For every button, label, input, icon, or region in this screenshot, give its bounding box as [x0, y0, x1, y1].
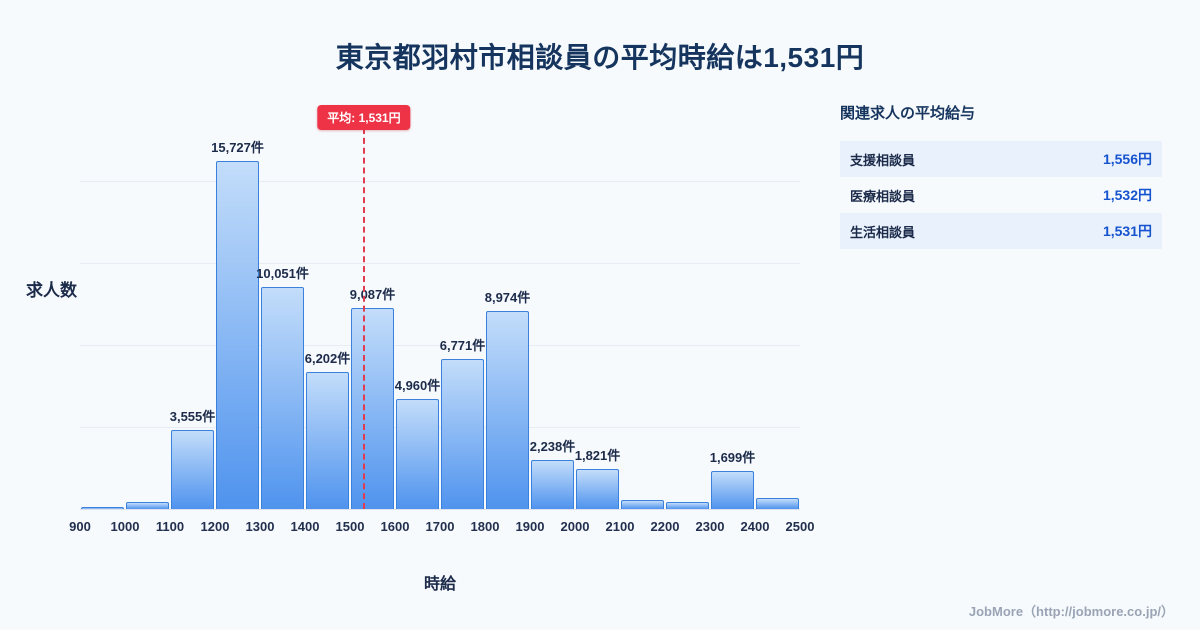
histogram-bar — [351, 308, 394, 509]
histogram-bar — [126, 501, 169, 509]
x-axis-tick: 1200 — [200, 519, 230, 534]
bar-value-label: 3,555件 — [169, 409, 216, 425]
bar-value-label: 2,238件 — [529, 438, 576, 454]
x-axis-tick: 1300 — [245, 519, 275, 534]
bar-value-label: 15,727件 — [211, 140, 264, 156]
x-axis-tick: 1100 — [155, 519, 185, 534]
histogram-bar — [441, 359, 484, 509]
x-axis-tick: 1600 — [380, 519, 410, 534]
histogram-bar — [216, 161, 259, 509]
job-title: 支援相談員 — [850, 152, 916, 168]
histogram-bar — [306, 371, 349, 509]
histogram-bar — [711, 471, 754, 509]
x-axis-tick: 2300 — [695, 519, 725, 534]
salary-table: 支援相談員 1,556円 医療相談員 1,532円 生活相談員 1,531円 — [840, 141, 1162, 249]
y-axis-label: 求人数 — [26, 281, 77, 300]
x-axis-tick: 2200 — [650, 519, 680, 534]
x-axis-tick: 900 — [69, 519, 91, 534]
job-title: 生活相談員 — [850, 224, 916, 240]
salary-row: 支援相談員 1,556円 — [840, 141, 1162, 177]
x-axis-tick: 1900 — [515, 519, 545, 534]
histogram-bar — [81, 506, 124, 509]
job-wage: 1,556円 — [1102, 151, 1152, 167]
x-axis-tick: 1400 — [290, 519, 320, 534]
x-axis: 900 1000 1100 1200 1300 1400 1500 1600 1700 1800 1… — [69, 519, 814, 537]
salary-row: 生活相談員 1,531円 — [840, 213, 1162, 249]
x-axis-tick: 1500 — [335, 519, 365, 534]
histogram-bar — [576, 468, 619, 509]
histogram-bar — [171, 430, 214, 509]
histogram-bar — [621, 499, 664, 509]
x-axis-tick: 2500 — [785, 519, 815, 534]
histogram-chart: 平均: 1,531円 3,555件 15,727件 10,051件 6,202件 9,0… — [80, 100, 800, 510]
related-salary-panel: 関連求人の平均給与 支援相談員 1,556円 医療相談員 1,532円 生活相談… — [840, 102, 1162, 249]
bar-value-label: 6,771件 — [439, 338, 486, 354]
x-axis-tick: 1700 — [425, 519, 455, 534]
page-title: 東京都羽村市相談員の平均時給は1,531円 — [335, 42, 865, 73]
credit-text: JobMore（http://jobmore.co.jp/） — [968, 604, 1174, 619]
bar-value-label: 10,051件 — [256, 265, 309, 281]
job-title: 医療相談員 — [850, 188, 916, 204]
x-axis-tick: 1000 — [110, 519, 140, 534]
panel-heading: 関連求人の平均給与 — [840, 105, 976, 122]
x-axis-label: 時給 — [423, 576, 457, 593]
job-wage: 1,531円 — [1102, 223, 1152, 239]
average-badge: 平均: 1,531円 — [317, 105, 411, 130]
job-wage: 1,532円 — [1102, 187, 1152, 203]
x-axis-tick: 2000 — [560, 519, 590, 534]
x-axis-tick: 2100 — [605, 519, 635, 534]
x-axis-tick: 1800 — [470, 519, 500, 534]
histogram-bar — [666, 502, 709, 509]
bar-value-label: 8,974件 — [484, 289, 531, 305]
histogram-bar — [531, 459, 574, 509]
bar-value-label: 4,960件 — [394, 378, 441, 394]
x-axis-tick: 2400 — [740, 519, 770, 534]
bar-value-label: 6,202件 — [304, 350, 351, 366]
salary-row: 医療相談員 1,532円 — [840, 177, 1162, 213]
average-dashed-line — [362, 128, 365, 509]
histogram-bar — [261, 286, 304, 509]
plot-area: 平均: 1,531円 3,555件 15,727件 10,051件 6,202件 9,0… — [80, 100, 800, 510]
bar-value-label: 9,087件 — [349, 287, 396, 303]
histogram-bar — [756, 498, 799, 509]
histogram-bar — [486, 310, 529, 509]
bar-value-label: 1,699件 — [709, 450, 756, 466]
histogram-bar — [396, 399, 439, 509]
bar-value-label: 1,821件 — [574, 447, 621, 463]
